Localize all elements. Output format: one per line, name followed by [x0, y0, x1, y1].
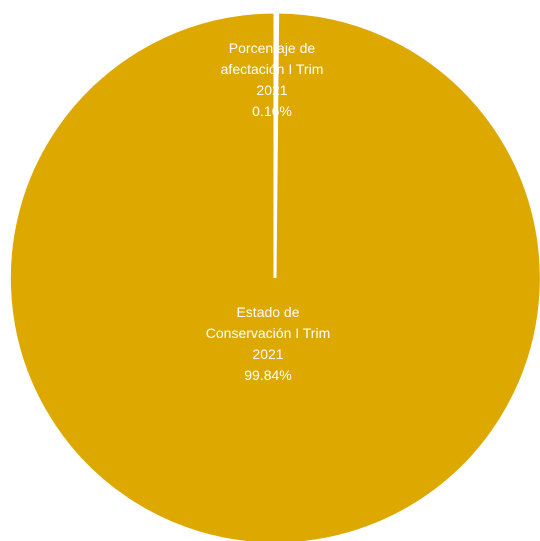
slice-label-afectacion-line-1: Porcentaje de: [228, 40, 316, 56]
slice-label-conservacion-line-3: 2021: [252, 346, 284, 362]
slice-label-afectacion: Porcentaje de afectación I Trim 2021 0.1…: [221, 38, 324, 122]
slice-label-conservacion-line-1: Estado de: [236, 304, 300, 320]
pie-slice-conservacion: [7, 10, 540, 541]
slice-label-conservacion-value: 99.84%: [244, 367, 292, 383]
slice-label-afectacion-line-2: afectación I Trim: [220, 61, 324, 77]
slice-label-afectacion-line-3: 2021: [256, 82, 288, 98]
slice-label-conservacion-line-2: Conservación I Trim: [205, 325, 331, 341]
slice-label-afectacion-value: 0.16%: [252, 103, 292, 119]
slice-label-conservacion: Estado de Conservación I Trim 2021 99.84…: [206, 302, 330, 386]
